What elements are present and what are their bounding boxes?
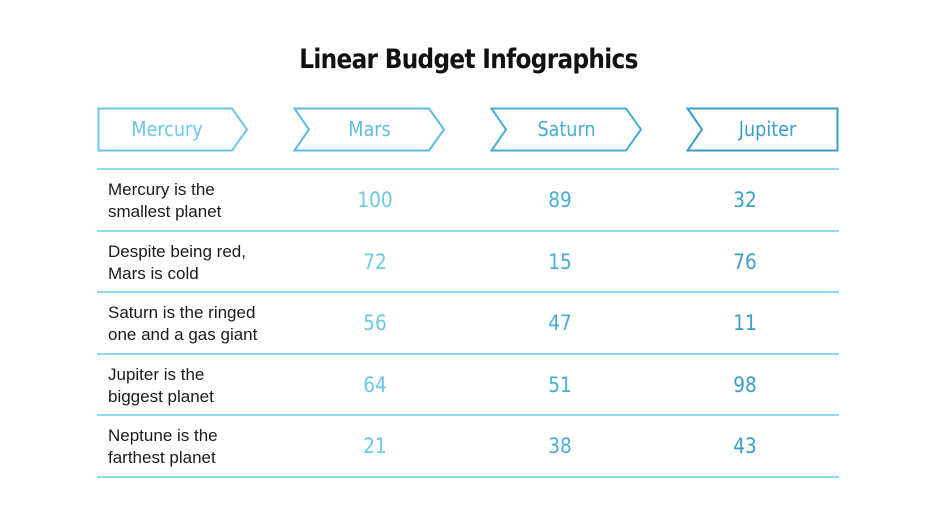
divider: [97, 291, 839, 293]
row-label-line: Jupiter is the: [108, 365, 205, 384]
header-label: Saturn: [537, 117, 596, 141]
row-label: Saturn is the ringed one and a gas giant: [108, 302, 298, 345]
value-cell: 51: [548, 373, 572, 397]
header-label: Mars: [348, 117, 391, 141]
row-label: Neptune is the farthest planet: [108, 425, 298, 468]
row-label-line: Mercury is the: [108, 180, 215, 199]
value-cell: 15: [548, 250, 572, 274]
value-cell: 98: [733, 373, 757, 397]
chevron-shape-icon: [97, 107, 249, 152]
header-jupiter: Jupiter: [686, 107, 839, 152]
row-label-line: farthest planet: [108, 447, 216, 467]
chevron-shape-icon: [293, 107, 446, 152]
row-label-line: Despite being red,: [108, 242, 246, 261]
header-mars: Mars: [293, 107, 446, 152]
row-label-line: Mars is cold: [108, 263, 199, 283]
value-cell: 47: [548, 311, 572, 335]
value-cell: 21: [363, 434, 387, 458]
chevron-shape-icon: [686, 107, 839, 152]
divider: [97, 230, 839, 232]
header-saturn: Saturn: [490, 107, 643, 152]
row-label-line: Neptune is the: [108, 426, 218, 445]
value-cell: 43: [733, 434, 757, 458]
row-label-line: Saturn is the ringed: [108, 303, 256, 322]
value-cell: 72: [363, 250, 387, 274]
header-label: Mercury: [131, 117, 203, 141]
chevron-shape-icon: [490, 107, 643, 152]
row-label: Mercury is the smallest planet: [108, 179, 298, 222]
row-label-line: biggest planet: [108, 386, 214, 406]
value-cell: 56: [363, 311, 387, 335]
divider: [97, 353, 839, 355]
value-cell: 32: [733, 188, 757, 212]
row-label-line: smallest planet: [108, 201, 222, 221]
value-cell: 100: [357, 188, 393, 212]
value-cell: 76: [733, 250, 757, 274]
row-label: Despite being red, Mars is cold: [108, 241, 298, 284]
divider: [97, 414, 839, 416]
value-cell: 89: [548, 188, 572, 212]
value-cell: 38: [548, 434, 572, 458]
row-label-line: one and a gas giant: [108, 324, 258, 344]
header-label: Jupiter: [738, 117, 797, 141]
value-cell: 64: [363, 373, 387, 397]
value-cell: 11: [733, 311, 757, 335]
divider: [97, 476, 839, 478]
page-title: Linear Budget Infographics: [299, 44, 638, 75]
header-mercury: Mercury: [97, 107, 249, 152]
divider: [97, 168, 839, 170]
row-label: Jupiter is the biggest planet: [108, 364, 298, 407]
